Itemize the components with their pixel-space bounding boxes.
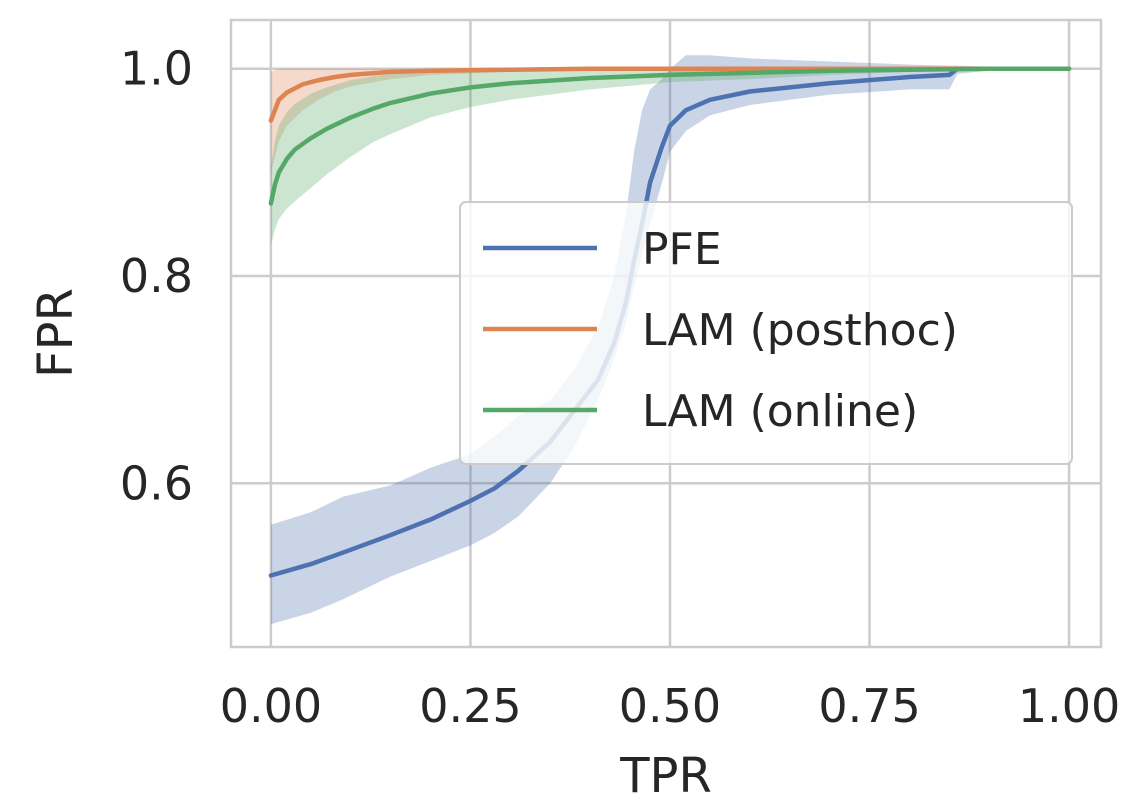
y-tick-label: 1.0 [120, 42, 193, 96]
lam-posthoc-confidence-band [270, 68, 1070, 173]
legend-label-pfe: PFE [642, 224, 722, 275]
y-tick-labels: 0.6 0.8 1.0 [120, 42, 193, 511]
x-tick-label: 0.00 [220, 679, 322, 733]
x-axis-label: TPR [619, 748, 712, 802]
y-axis-label: FPR [28, 288, 84, 378]
lam-posthoc-line [268, 66, 1072, 123]
y-tick-label: 0.8 [120, 249, 193, 303]
pfe-confidence-band [270, 55, 1062, 625]
legend-box [459, 201, 1073, 465]
x-tick-label: 1.00 [1018, 679, 1120, 733]
x-tick-labels: 0.00 0.25 0.50 0.75 1.00 [220, 679, 1121, 733]
y-tick-label: 0.6 [120, 456, 193, 510]
confidence-bands [270, 55, 1070, 625]
x-tick-label: 0.50 [619, 679, 721, 733]
lam-online-line [268, 66, 1072, 206]
x-tick-label: 0.25 [419, 679, 521, 733]
legend: PFE LAM (posthoc) LAM (online) [459, 201, 1073, 465]
legend-label-lam-posthoc: LAM (posthoc) [642, 305, 958, 356]
plot-frame [229, 18, 1103, 649]
lam-online-confidence-band [270, 68, 1070, 245]
legend-label-lam-online: LAM (online) [642, 386, 918, 437]
x-tick-label: 0.75 [818, 679, 920, 733]
